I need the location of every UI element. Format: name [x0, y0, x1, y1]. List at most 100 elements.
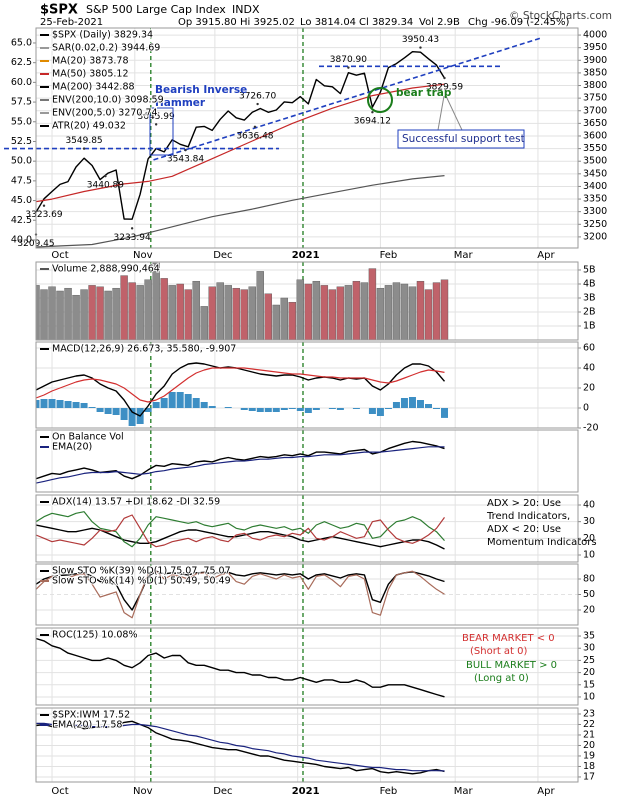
- volume-bar: [168, 285, 176, 340]
- histogram-bar: [208, 406, 216, 408]
- y2-tick-label: 40.0: [11, 234, 32, 245]
- volume-bar: [128, 282, 136, 340]
- volume-bar: [360, 282, 369, 340]
- histogram-bar: [392, 402, 400, 408]
- legend-label: ENV(200,5.0) 3270.74: [52, 108, 158, 119]
- note: (Long at 0): [474, 673, 529, 684]
- histogram-bar: [376, 408, 384, 416]
- volume-bar: [104, 290, 112, 340]
- quote: Hi 3925.02: [240, 17, 295, 28]
- y2-tick-label: 62.5: [11, 57, 32, 68]
- series-line: [36, 524, 445, 550]
- volume-bar: [320, 285, 329, 340]
- bear-trap-circle: [367, 87, 393, 113]
- note: ADX < 20: Use: [487, 524, 561, 535]
- point-marker: [184, 148, 187, 152]
- x-tick-label: Mar: [454, 786, 474, 797]
- histogram-bar: [424, 404, 432, 408]
- y2-tick-label: 52.5: [11, 136, 32, 147]
- series-line: [36, 637, 445, 698]
- y-tick-label: 23: [583, 708, 595, 719]
- series-line: [36, 175, 445, 248]
- y-tick-label: 60: [583, 343, 595, 354]
- point-marker: [347, 66, 350, 69]
- y-tick-label: 40: [583, 500, 595, 511]
- y-tick-label: 20: [583, 667, 595, 678]
- quote: Op 3915.80: [178, 17, 237, 28]
- series-line: [36, 367, 445, 403]
- plot-area: [36, 51, 446, 248]
- y-tick-label: 3450: [583, 168, 607, 179]
- x-tick-label: Apr: [537, 250, 555, 261]
- volume-bar: [80, 289, 88, 340]
- histogram-bar: [48, 399, 56, 408]
- legend-label: ATR(20) 49.032: [52, 121, 126, 132]
- point-label: 3645.99: [138, 112, 175, 122]
- panel: 1B 2B 3B 4B 5B Volume 2,888,990,464: [35, 261, 596, 341]
- volume-bar: [184, 289, 192, 340]
- point-marker: [130, 227, 134, 230]
- y-tick-label: 3500: [583, 156, 607, 167]
- histogram-bar: [40, 399, 48, 408]
- date: 25-Feb-2021: [40, 17, 103, 28]
- y-tick-label: 3850: [583, 67, 607, 78]
- y2-tick-label: 60.0: [11, 77, 32, 88]
- plot-area: [36, 511, 445, 550]
- legend-label: Volume 2,888,990,464: [52, 264, 160, 275]
- hammer-box: [149, 107, 174, 156]
- volume-bar: [328, 289, 337, 340]
- volume-bar: [136, 285, 144, 340]
- histogram-bar: [176, 392, 184, 408]
- series-line: [36, 51, 446, 220]
- point-label: 3323.69: [25, 210, 62, 220]
- series-line: [36, 362, 446, 417]
- volume-bar: [400, 283, 409, 340]
- volume-bar: [248, 286, 256, 340]
- point-marker: [82, 147, 86, 150]
- histogram-bar: [272, 408, 280, 412]
- volume-bar: [272, 304, 280, 340]
- callout-box: [397, 129, 525, 149]
- volume-bar: [384, 285, 393, 340]
- volume-bar: [432, 282, 441, 340]
- y-tick-label: 35: [583, 631, 595, 642]
- histogram-bar: [36, 400, 40, 408]
- histogram-bar: [72, 402, 80, 408]
- y-tick-label: 20: [583, 383, 595, 394]
- y-tick-label: 4B: [583, 278, 596, 289]
- y-tick-label: 3900: [583, 55, 607, 66]
- y-tick-label: 10: [583, 691, 595, 702]
- histogram-bar: [80, 403, 88, 408]
- point-label: 3726.70: [239, 92, 276, 102]
- histogram-bar: [192, 398, 200, 408]
- histogram-bar: [160, 398, 168, 408]
- y2-tick-label: 45.0: [11, 195, 32, 206]
- x-tick-label: Oct: [51, 786, 68, 797]
- legend-label: On Balance Vol: [52, 432, 124, 443]
- point-label: 3870.90: [330, 55, 367, 65]
- volume-bar: [280, 297, 289, 340]
- panel: 20 50 80 Slow STO %K(39) %D(1) 75.07, 75.07…: [35, 563, 595, 626]
- y-tick-label: 0: [583, 403, 589, 414]
- point-label: 3233.94: [114, 233, 151, 243]
- plot-area: [36, 570, 445, 619]
- series-line: [36, 446, 445, 484]
- y2-tick-label: 42.5: [11, 215, 32, 226]
- quote: Vol 2.9B: [419, 17, 460, 28]
- point-label: 3950.43: [402, 35, 439, 45]
- histogram-bar: [296, 408, 304, 411]
- histogram-bar: [128, 408, 136, 426]
- histogram-bar: [144, 408, 152, 412]
- y-tick-label: 1B: [583, 320, 596, 331]
- y-tick-label: 3550: [583, 143, 607, 154]
- series-line: [36, 570, 445, 611]
- y-tick-label: 15: [583, 679, 595, 690]
- volume-bar: [392, 282, 401, 340]
- y-tick-label: 30: [583, 643, 595, 654]
- point-label: 3543.84: [167, 155, 204, 165]
- y-tick-label: 3750: [583, 93, 607, 104]
- legend-label: Slow STO %K(14) %D(1) 50.49, 50.49: [52, 576, 231, 587]
- y-tick-label: 50: [583, 589, 595, 600]
